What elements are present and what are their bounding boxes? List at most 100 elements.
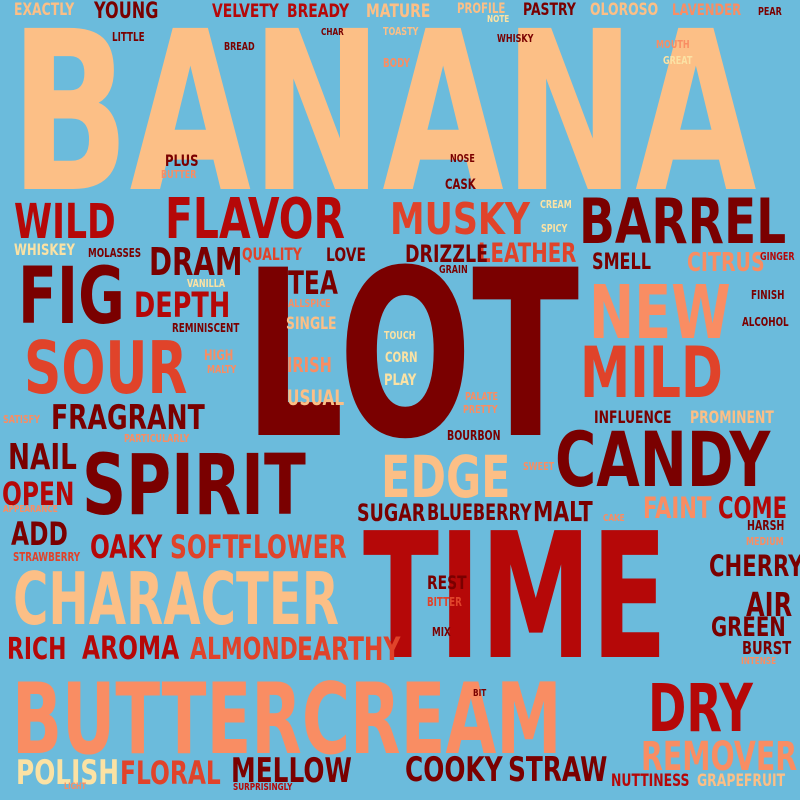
word-cream: CREAM bbox=[540, 198, 572, 211]
word-nuttiness: NUTTINESS bbox=[611, 771, 690, 791]
word-buttercream: BUTTERCREAM bbox=[12, 663, 562, 777]
word-love: LOVE bbox=[326, 244, 366, 266]
word-depth: DEPTH bbox=[134, 286, 231, 326]
word-drizzle: DRIZZLE bbox=[405, 240, 489, 268]
word-pastry: PASTRY bbox=[523, 0, 576, 20]
word-bread: BREAD bbox=[224, 40, 255, 53]
word-butter: BUTTER bbox=[161, 168, 197, 181]
word-nail: NAIL bbox=[8, 437, 77, 478]
word-fragrant: FRAGRANT bbox=[51, 398, 205, 438]
word-musky: MUSKY bbox=[390, 194, 530, 245]
word-little: LITTLE bbox=[112, 30, 145, 44]
word-corn: CORN bbox=[385, 350, 418, 366]
word-grain: GRAIN bbox=[439, 263, 468, 276]
word-bit: BIT bbox=[473, 688, 487, 699]
word-play: PLAY bbox=[384, 370, 417, 389]
word-harsh: HARSH bbox=[747, 519, 785, 534]
word-banana: BANANA bbox=[10, 0, 757, 242]
word-malty: MALTY bbox=[207, 363, 237, 376]
word-exactly: EXACTLY bbox=[14, 0, 75, 20]
word-grapefruit: GRAPEFRUIT bbox=[697, 771, 786, 791]
word-molasses: MOLASSES bbox=[88, 246, 142, 260]
word-pear: PEAR bbox=[758, 5, 782, 18]
word-pretty: PRETTY bbox=[463, 403, 498, 416]
word-surprisingly: SURPRISINGLY bbox=[233, 782, 293, 793]
word-rest: REST bbox=[427, 572, 467, 594]
word-touch: TOUCH bbox=[384, 329, 416, 342]
word-character: CHARACTER bbox=[13, 557, 339, 641]
word-vanilla: VANILLA bbox=[187, 277, 226, 290]
word-toasty: TOASTY bbox=[383, 25, 419, 38]
word-floral: FLORAL bbox=[120, 754, 221, 792]
word-satisfy: SATISFY bbox=[3, 413, 40, 426]
word-mild: MILD bbox=[580, 332, 723, 414]
word-cake: CAKE bbox=[603, 513, 625, 524]
word-earthy: EARTHY bbox=[297, 630, 401, 668]
word-sour: SOUR bbox=[24, 326, 188, 410]
word-cask: CASK bbox=[445, 177, 476, 193]
word-flower: FLOWER bbox=[237, 528, 347, 566]
word-candy: CANDY bbox=[555, 415, 771, 504]
word-air: AIR bbox=[746, 585, 793, 624]
word-green: GREEN bbox=[711, 612, 786, 643]
word-profile: PROFILE bbox=[457, 1, 506, 17]
word-particularly: PARTICULARLY bbox=[124, 432, 190, 445]
word-spicy: SPICY bbox=[541, 222, 568, 235]
word-flavor: FLAVOR bbox=[165, 187, 345, 252]
word-time: TIME bbox=[363, 496, 668, 699]
word-lot: LOT bbox=[244, 222, 580, 490]
word-mouth: MOUTH bbox=[656, 38, 690, 51]
word-sugar: SUGAR bbox=[357, 499, 426, 527]
word-remover: REMOVER bbox=[641, 734, 798, 780]
word-alcohol: ALCOHOL bbox=[742, 315, 789, 329]
word-medium: MEDIUM bbox=[746, 535, 784, 548]
word-sweet: SWEET bbox=[523, 460, 555, 473]
word-mature: MATURE bbox=[366, 0, 431, 22]
word-polish: POLISH bbox=[16, 753, 119, 793]
word-burst: BURST bbox=[742, 638, 792, 659]
word-add: ADD bbox=[11, 515, 68, 553]
word-lavender: LAVENDER bbox=[672, 0, 742, 19]
word-strawberry: STRAWBERRY bbox=[13, 550, 81, 564]
word-whisky: NOTE bbox=[487, 14, 510, 25]
word-blueberry: BLUEBERRY bbox=[427, 501, 532, 526]
word-dram: DRAM bbox=[149, 240, 243, 284]
word-palate: PALATE bbox=[465, 390, 499, 403]
word-tea: TEA bbox=[288, 264, 338, 302]
word-cooky: COOKY bbox=[405, 750, 503, 790]
word-body: BODY bbox=[383, 56, 411, 70]
word-come: COME bbox=[718, 491, 788, 525]
word-citrus: CITRUS bbox=[687, 248, 765, 278]
word-straw: STRAW bbox=[508, 750, 608, 790]
word-reminiscent: REMINISCENT bbox=[172, 321, 240, 335]
word-quality: QUALITY bbox=[242, 245, 302, 265]
word-char: CHAR bbox=[321, 27, 344, 38]
word-wild: WILD bbox=[14, 194, 116, 250]
word-mellow: MELLOW bbox=[231, 751, 352, 791]
word-aroma: AROMA bbox=[82, 629, 180, 667]
word-almond: ALMOND bbox=[190, 632, 298, 667]
word-edge: EDGE bbox=[381, 443, 511, 511]
word-velvety: VELVETY bbox=[212, 0, 279, 22]
word-great: GREAT bbox=[663, 54, 693, 67]
word-malt: MALT bbox=[533, 495, 593, 528]
word-influence: INFLUENCE bbox=[594, 408, 672, 428]
word-high: HIGH bbox=[204, 348, 234, 364]
word-oaky: OAKY bbox=[90, 528, 163, 566]
word-faint: FAINT bbox=[643, 491, 712, 525]
word-single: SINGLE bbox=[286, 314, 337, 334]
word-allspice: ALLSPICE bbox=[288, 297, 331, 310]
word-bready: BREADY bbox=[287, 0, 350, 22]
word-usual: USUAL bbox=[287, 386, 345, 410]
word-ginger: GINGER bbox=[760, 250, 795, 263]
word-leather: LEATHER bbox=[478, 238, 577, 269]
word-soft: SOFT bbox=[170, 528, 239, 566]
word-spirit: SPIRIT bbox=[82, 436, 306, 534]
word-irish: IRISH bbox=[287, 353, 332, 377]
word-appearance: APPEARANCE bbox=[3, 504, 58, 515]
word-barrel: BARREL bbox=[579, 185, 787, 258]
word-rich: RICH bbox=[7, 632, 67, 667]
word-light: LIGHT bbox=[64, 782, 87, 792]
word-note: WHISKY bbox=[497, 32, 534, 45]
